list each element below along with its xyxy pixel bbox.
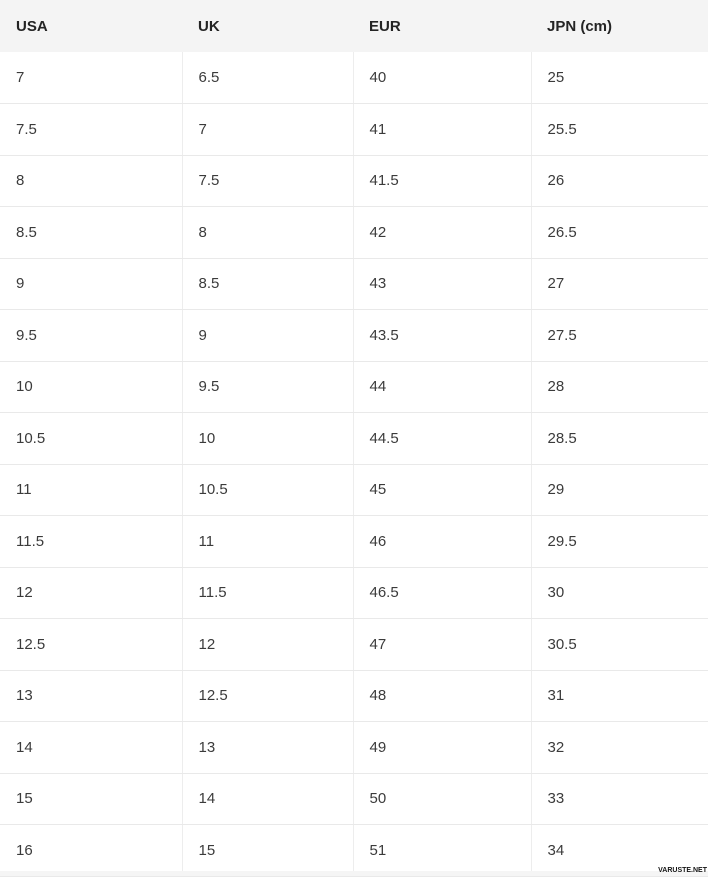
size-cell: 9 [181, 309, 353, 362]
size-cell: 12.5 [0, 618, 182, 671]
size-cell: 12.5 [181, 670, 353, 722]
size-table-body: 7 6.5 40 25 7.5 7 41 25.5 8 7.5 41.5 26 8.5 8 42 26.5 9 8… [0, 52, 708, 877]
next-section-strip [0, 871, 708, 876]
size-cell: 11 [181, 515, 353, 568]
table-row: 16 15 51 34 [0, 824, 708, 877]
size-cell: 42 [352, 206, 531, 259]
size-cell: 7.5 [0, 103, 182, 156]
size-cell: 33 [530, 773, 708, 825]
site-watermark: VARUSTE.NET [658, 867, 707, 874]
size-cell: 51 [352, 824, 531, 877]
size-cell: 26.5 [530, 206, 708, 259]
size-cell: 8.5 [181, 258, 353, 310]
size-cell: 29.5 [530, 515, 708, 568]
table-row: 9.5 9 43.5 27.5 [0, 309, 708, 362]
table-row: 8.5 8 42 26.5 [0, 206, 708, 259]
table-row: 11 10.5 45 29 [0, 464, 708, 516]
size-cell: 43 [352, 258, 531, 310]
size-cell: 6.5 [181, 52, 353, 104]
size-cell: 31 [530, 670, 708, 722]
size-cell: 26 [530, 155, 708, 207]
table-row: 8 7.5 41.5 26 [0, 155, 708, 207]
size-cell: 8 [0, 155, 182, 207]
size-cell: 13 [0, 670, 182, 722]
size-cell: 12 [0, 567, 182, 619]
size-cell: 9.5 [181, 361, 353, 413]
size-cell: 32 [530, 721, 708, 774]
table-row: 11.5 11 46 29.5 [0, 515, 708, 568]
size-cell: 14 [181, 773, 353, 825]
size-cell: 7.5 [181, 155, 353, 207]
size-cell: 28.5 [530, 412, 708, 465]
table-row: 12 11.5 46.5 30 [0, 567, 708, 619]
size-cell: 50 [352, 773, 531, 825]
size-cell: 29 [530, 464, 708, 516]
size-cell: 47 [352, 618, 531, 671]
size-cell: 40 [352, 52, 531, 104]
column-header: EUR [353, 0, 531, 52]
size-cell: 49 [352, 721, 531, 774]
size-cell: 10.5 [0, 412, 182, 465]
size-cell: 15 [181, 824, 353, 877]
size-cell: 30 [530, 567, 708, 619]
table-row: 10 9.5 44 28 [0, 361, 708, 413]
table-row: 7.5 7 41 25.5 [0, 103, 708, 156]
size-cell: 7 [181, 103, 353, 156]
size-cell: 27 [530, 258, 708, 310]
size-cell: 43.5 [352, 309, 531, 362]
size-cell: 8 [181, 206, 353, 259]
size-cell: 41 [352, 103, 531, 156]
size-cell: 25 [530, 52, 708, 104]
size-cell: 48 [352, 670, 531, 722]
size-cell: 12 [181, 618, 353, 671]
size-cell: 7 [0, 52, 182, 104]
table-row: 7 6.5 40 25 [0, 52, 708, 104]
size-cell: 11 [0, 464, 182, 516]
table-row: 12.5 12 47 30.5 [0, 618, 708, 671]
size-table-header: USA UK EUR JPN (cm) [0, 0, 708, 52]
size-cell: 10.5 [181, 464, 353, 516]
size-cell: 44 [352, 361, 531, 413]
size-cell: 34 [530, 824, 708, 877]
size-table-header-row: USA UK EUR JPN (cm) [0, 0, 708, 52]
table-row: 10.5 10 44.5 28.5 [0, 412, 708, 465]
column-header: USA [0, 0, 182, 52]
size-cell: 11.5 [181, 567, 353, 619]
size-cell: 11.5 [0, 515, 182, 568]
size-cell: 46.5 [352, 567, 531, 619]
size-cell: 30.5 [530, 618, 708, 671]
size-cell: 15 [0, 773, 182, 825]
size-cell: 13 [181, 721, 353, 774]
size-cell: 8.5 [0, 206, 182, 259]
table-row: 13 12.5 48 31 [0, 670, 708, 722]
size-cell: 14 [0, 721, 182, 774]
size-cell: 45 [352, 464, 531, 516]
size-cell: 9.5 [0, 309, 182, 362]
size-cell: 46 [352, 515, 531, 568]
column-header: JPN (cm) [531, 0, 708, 52]
size-cell: 9 [0, 258, 182, 310]
size-cell: 10 [181, 412, 353, 465]
table-row: 14 13 49 32 [0, 721, 708, 774]
size-cell: 25.5 [530, 103, 708, 156]
size-cell: 41.5 [352, 155, 531, 207]
table-row: 9 8.5 43 27 [0, 258, 708, 310]
column-header: UK [182, 0, 353, 52]
size-cell: 16 [0, 824, 182, 877]
table-row: 15 14 50 33 [0, 773, 708, 825]
size-cell: 27.5 [530, 309, 708, 362]
size-cell: 10 [0, 361, 182, 413]
size-cell: 44.5 [352, 412, 531, 465]
size-cell: 28 [530, 361, 708, 413]
